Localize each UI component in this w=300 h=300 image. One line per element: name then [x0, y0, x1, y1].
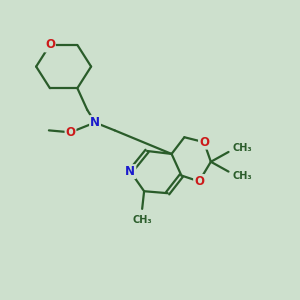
Text: N: N — [90, 116, 100, 129]
Text: O: O — [199, 136, 209, 148]
Text: O: O — [45, 38, 55, 52]
Text: CH₃: CH₃ — [132, 215, 152, 225]
Text: CH₃: CH₃ — [232, 143, 252, 153]
Text: CH₃: CH₃ — [232, 170, 252, 181]
Text: N: N — [125, 165, 135, 178]
Text: O: O — [194, 175, 204, 188]
Text: O: O — [65, 126, 76, 139]
